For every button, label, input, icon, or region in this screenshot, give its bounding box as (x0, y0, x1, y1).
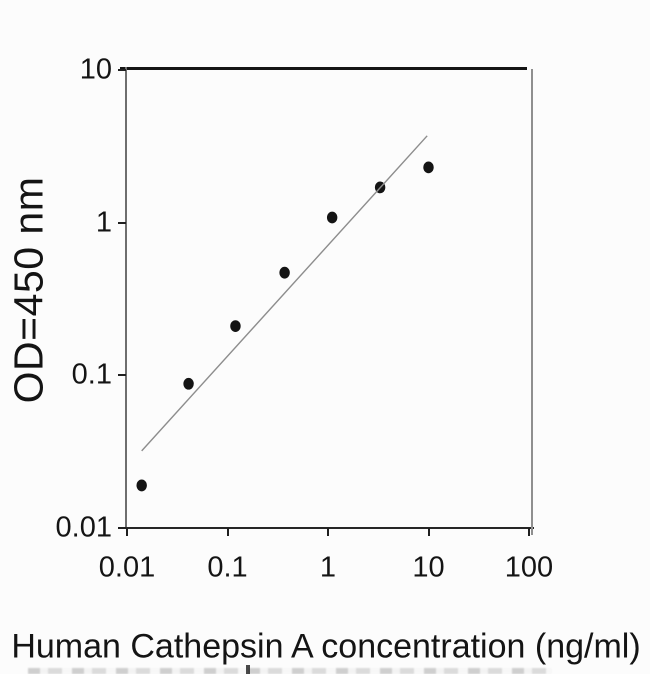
x-tick-mark (528, 528, 530, 536)
x-tick-mark (327, 528, 329, 536)
y-tick-label: 1 (95, 206, 112, 239)
data-point (230, 320, 241, 332)
y-tick-mark (118, 68, 126, 71)
x-tick-mark (126, 528, 128, 536)
data-point (423, 161, 434, 174)
y-tick-label: 10 (79, 53, 112, 86)
y-tick-label: 0.01 (55, 511, 112, 544)
data-point (136, 479, 147, 492)
y-tick-mark (118, 221, 126, 224)
cropped-text-remnant-mark (246, 665, 250, 674)
plot-right-border (531, 69, 533, 535)
cropped-text-remnant (28, 668, 552, 674)
x-tick-mark (427, 528, 430, 536)
x-tick-label: 1 (319, 551, 337, 584)
data-point (183, 377, 194, 390)
y-tick-label: 0.1 (71, 358, 112, 391)
y-axis-line (125, 67, 127, 529)
data-point (279, 266, 290, 279)
x-tick-label: 0.1 (207, 551, 248, 584)
data-point (374, 181, 386, 194)
y-tick-mark (118, 527, 126, 529)
y-tick-mark (118, 374, 126, 377)
plot-top-border (120, 67, 527, 70)
data-point (326, 211, 338, 224)
x-tick-mark (226, 528, 229, 536)
x-tick-label: 10 (412, 551, 445, 584)
x-axis-line (118, 527, 534, 529)
x-tick-label: 100 (504, 551, 554, 584)
trend-line (141, 135, 428, 452)
x-axis-title: Human Cathepsin A concentration (ng/ml) (11, 627, 641, 666)
x-tick-label: 0.01 (98, 551, 156, 584)
